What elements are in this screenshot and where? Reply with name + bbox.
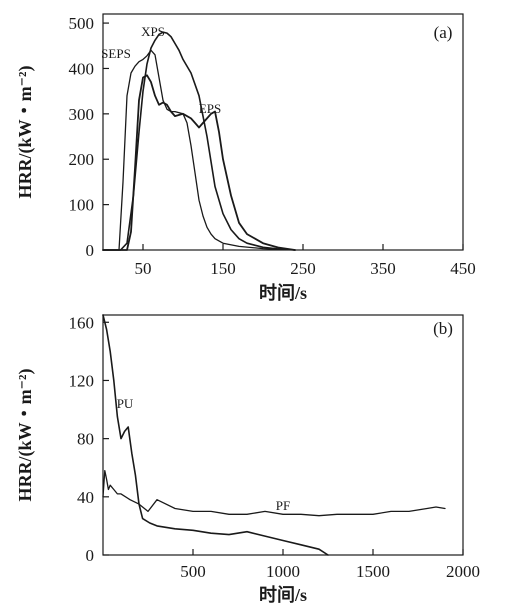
y-axis-label: HRR/(kW・m⁻²) (15, 369, 36, 502)
y-tick-label: 100 (69, 196, 95, 215)
plot-frame (102, 13, 464, 251)
y-tick-label: 120 (69, 371, 95, 390)
x-tick-label: 250 (290, 259, 316, 278)
series-annotation-xps: XPS (141, 24, 165, 39)
x-tick-label: 350 (370, 259, 396, 278)
series-line-pf (102, 469, 446, 517)
panel-label: (b) (433, 319, 453, 338)
series-annotation-seps: SEPS (101, 46, 131, 61)
x-axis-label: 时间/s (259, 283, 307, 303)
chart-panel-a: 50 150 250 350 450 0 100 200 300 400 500 时间/s HRR/(k… (15, 13, 476, 303)
y-tick-label: 40 (77, 488, 94, 507)
y-tick-label: 300 (69, 105, 95, 124)
y-tick-label: 0 (86, 546, 95, 565)
series-line-xps (102, 31, 296, 251)
y-tick-label: 160 (69, 313, 95, 332)
chart-panel-b: 500 1000 1500 2000 0 40 80 120 160 时间/s HRR/(kW・m⁻… (15, 313, 480, 605)
series-line-pu (102, 314, 329, 556)
x-axis-label: 时间/s (259, 585, 307, 605)
y-tick-label: 500 (69, 14, 95, 33)
series-annotation-pf: PF (276, 498, 290, 513)
series-annotation-pu: PU (117, 396, 134, 411)
x-tick-label: 150 (210, 259, 236, 278)
y-tick-label: 80 (77, 430, 94, 449)
series-line-eps (102, 74, 296, 251)
panel-label: (a) (434, 23, 453, 42)
x-tick-label: 500 (180, 562, 206, 581)
x-tick-label: 1000 (266, 562, 300, 581)
x-tick-label: 1500 (356, 562, 390, 581)
series-annotation-eps: EPS (199, 101, 221, 116)
y-axis-label: HRR/(kW・m⁻²) (15, 66, 36, 199)
x-tick-label: 450 (450, 259, 476, 278)
x-tick-label: 2000 (446, 562, 480, 581)
x-tick-label: 50 (135, 259, 152, 278)
y-tick-label: 0 (86, 241, 95, 260)
y-tick-label: 200 (69, 150, 95, 169)
plot-frame (102, 314, 464, 556)
y-tick-label: 400 (69, 59, 95, 78)
